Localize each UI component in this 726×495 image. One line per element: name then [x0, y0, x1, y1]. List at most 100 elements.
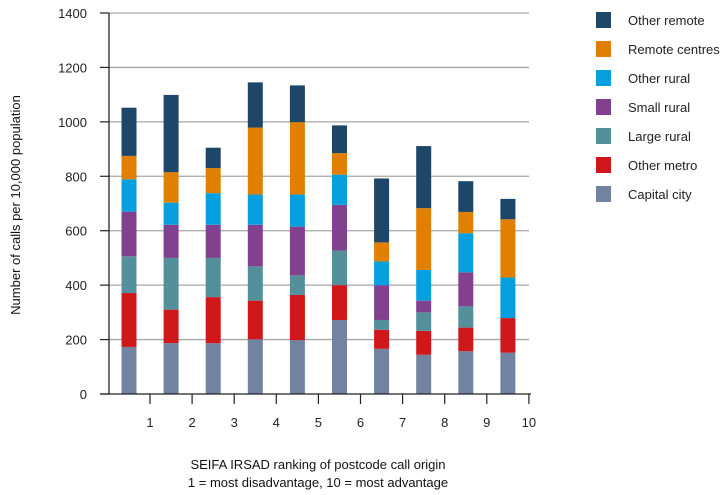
legend-item: Small rural — [596, 99, 690, 115]
legend-item: Other rural — [596, 70, 690, 86]
y-tick-label: 600 — [65, 224, 87, 239]
bar-segment-remote-centres — [163, 172, 179, 203]
bar-segment-other-metro — [247, 300, 263, 340]
bar-segment-small-rural — [374, 285, 390, 320]
bar-segment-other-rural — [416, 269, 432, 301]
bar-segment-other-remote — [416, 146, 432, 209]
bar-segment-small-rural — [458, 272, 474, 307]
bar-stack — [163, 94, 179, 394]
legend-item: Other remote — [596, 12, 705, 28]
bar-segment-capital-city — [332, 319, 347, 394]
bar-segment-remote-centres — [500, 219, 516, 278]
legend-item: Other metro — [596, 157, 697, 173]
x-axis-title-line2: 1 = most disadvantage, 10 = most advanta… — [188, 475, 448, 490]
bar-segment-remote-centres — [332, 153, 347, 175]
bar-segment-remote-centres — [289, 122, 305, 195]
bar-segment-small-rural — [247, 224, 263, 267]
x-tick-label: 8 — [441, 415, 448, 430]
bar-segment-other-remote — [205, 147, 221, 169]
x-tick-labels: 1 2 3 4 5 6 7 8 9 10 — [146, 394, 536, 430]
bar-segment-small-rural — [332, 204, 347, 251]
bar-segment-other-remote — [289, 85, 305, 123]
legend-item: Remote centres — [596, 41, 720, 57]
legend-label: Other metro — [628, 158, 697, 173]
bar-stack — [247, 82, 263, 394]
x-tick-label: 10 — [522, 415, 536, 430]
legend-swatch — [596, 12, 611, 28]
bar-segment-capital-city — [500, 352, 516, 394]
bar-segment-large-rural — [458, 306, 474, 328]
bar-segment-capital-city — [416, 354, 432, 394]
bar-stack — [289, 85, 305, 394]
legend-label: Small rural — [628, 100, 690, 115]
y-tick-label: 1000 — [58, 115, 87, 130]
bar-segment-other-rural — [500, 277, 516, 319]
x-tick-label: 1 — [146, 415, 153, 430]
bar-segment-capital-city — [374, 348, 390, 394]
bar-segment-remote-centres — [247, 127, 263, 195]
y-tick-label: 0 — [80, 387, 87, 402]
bars — [121, 82, 516, 394]
gridlines — [109, 12, 529, 341]
bar-segment-other-rural — [247, 194, 263, 225]
bar-segment-large-rural — [289, 275, 305, 295]
x-tick-label: 2 — [188, 415, 195, 430]
bar-segment-remote-centres — [121, 155, 137, 180]
bar-segment-large-rural — [374, 319, 390, 330]
bar-segment-capital-city — [163, 343, 179, 394]
bar-segment-remote-centres — [374, 242, 390, 262]
legend: Other remote Remote centres Other rural Sma… — [596, 12, 720, 202]
y-tick-label: 200 — [65, 333, 87, 348]
bar-stack — [374, 178, 390, 394]
bar-stack — [500, 198, 516, 394]
bar-segment-capital-city — [247, 339, 263, 394]
bar-stack — [332, 125, 347, 394]
bar-segment-large-rural — [205, 257, 221, 298]
bar-segment-capital-city — [458, 351, 474, 394]
bar-segment-large-rural — [247, 266, 263, 301]
legend-label: Capital city — [628, 187, 692, 202]
axes — [100, 13, 531, 395]
bar-stack — [205, 147, 221, 394]
legend-swatch — [596, 128, 611, 144]
bar-stack — [416, 146, 432, 394]
bar-segment-remote-centres — [416, 208, 432, 270]
bar-segment-other-metro — [458, 327, 474, 352]
legend-label: Other rural — [628, 71, 690, 86]
legend-label: Large rural — [628, 129, 691, 144]
bar-segment-other-rural — [458, 233, 474, 273]
y-tick-label: 800 — [65, 169, 87, 184]
bar-segment-small-rural — [416, 300, 432, 313]
bar-segment-other-rural — [332, 174, 347, 205]
y-tick-labels: 0 200 400 600 800 1000 1200 1400 — [58, 6, 109, 402]
bar-segment-other-remote — [458, 181, 474, 212]
bar-stack — [121, 107, 137, 394]
bar-segment-small-rural — [163, 224, 179, 258]
bar-segment-capital-city — [205, 343, 221, 394]
legend-swatch — [596, 99, 611, 115]
bar-segment-small-rural — [289, 226, 305, 276]
bar-segment-other-rural — [289, 194, 305, 227]
x-tick-label: 6 — [357, 415, 364, 430]
bar-segment-other-metro — [289, 294, 305, 341]
bar-segment-other-metro — [121, 293, 137, 347]
bar-segment-other-remote — [500, 198, 516, 220]
bar-segment-other-remote — [247, 82, 263, 128]
bar-segment-small-rural — [205, 224, 221, 258]
bar-segment-large-rural — [416, 312, 432, 331]
bar-segment-other-metro — [332, 285, 347, 320]
bar-segment-other-metro — [374, 329, 390, 349]
bar-segment-other-rural — [205, 193, 221, 225]
legend-label: Remote centres — [628, 42, 720, 57]
bar-stack — [458, 181, 474, 394]
legend-item: Large rural — [596, 128, 691, 144]
y-tick-label: 1400 — [58, 6, 87, 21]
bar-segment-other-remote — [332, 125, 347, 154]
x-tick-label: 7 — [399, 415, 406, 430]
bar-segment-other-rural — [121, 179, 137, 212]
bar-segment-other-rural — [374, 261, 390, 286]
bar-segment-small-rural — [121, 211, 137, 257]
bar-segment-other-metro — [205, 297, 221, 344]
bar-segment-other-metro — [416, 330, 432, 355]
